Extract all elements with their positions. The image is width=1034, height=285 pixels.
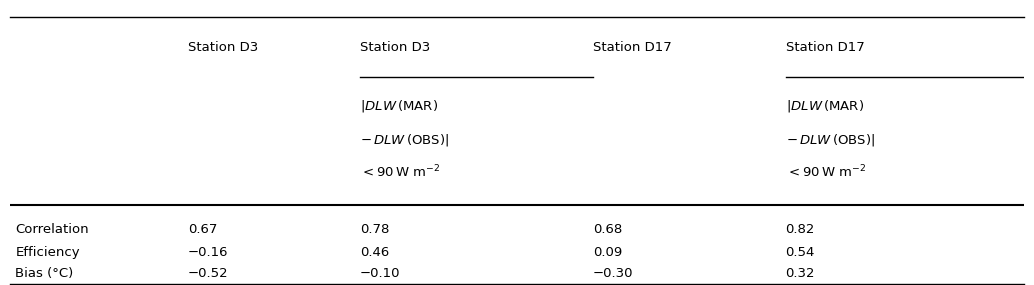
Text: $<90\,$W m$^{-2}$: $<90\,$W m$^{-2}$	[786, 164, 865, 180]
Text: 0.68: 0.68	[592, 223, 622, 236]
Text: 0.67: 0.67	[188, 223, 217, 236]
Text: Station D17: Station D17	[786, 41, 864, 54]
Text: $|DLW\,$(MAR): $|DLW\,$(MAR)	[360, 98, 438, 114]
Text: 0.09: 0.09	[592, 246, 622, 259]
Text: 0.78: 0.78	[360, 223, 390, 236]
Text: $-\,DLW\,$(OBS)$|$: $-\,DLW\,$(OBS)$|$	[360, 132, 449, 148]
Text: 0.32: 0.32	[786, 267, 815, 280]
Text: $-\,DLW\,$(OBS)$|$: $-\,DLW\,$(OBS)$|$	[786, 132, 875, 148]
Text: Correlation: Correlation	[16, 223, 89, 236]
Text: Station D17: Station D17	[592, 41, 672, 54]
Text: 0.46: 0.46	[360, 246, 389, 259]
Text: Station D3: Station D3	[360, 41, 430, 54]
Text: −0.52: −0.52	[188, 267, 229, 280]
Text: Station D3: Station D3	[188, 41, 257, 54]
Text: Efficiency: Efficiency	[16, 246, 80, 259]
Text: $<90\,$W m$^{-2}$: $<90\,$W m$^{-2}$	[360, 164, 440, 180]
Text: −0.30: −0.30	[592, 267, 634, 280]
Text: 0.54: 0.54	[786, 246, 815, 259]
Text: −0.10: −0.10	[360, 267, 400, 280]
Text: −0.16: −0.16	[188, 246, 229, 259]
Text: Bias (°C): Bias (°C)	[16, 267, 73, 280]
Text: 0.82: 0.82	[786, 223, 815, 236]
Text: $|DLW\,$(MAR): $|DLW\,$(MAR)	[786, 98, 863, 114]
